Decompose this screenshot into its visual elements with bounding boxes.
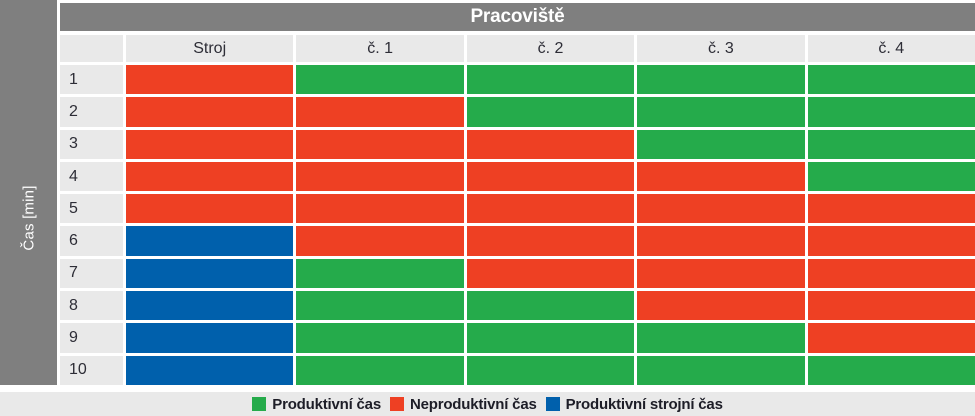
row-label-4: 4 [60, 161, 123, 192]
grid-cell-nonproductive [466, 129, 635, 159]
row-label-3: 3 [60, 129, 123, 159]
legend-swatch-nonproductive [389, 397, 404, 411]
grid-cell-nonproductive [296, 161, 464, 192]
grid-cell-machine-productive [126, 355, 294, 385]
grid-cell-productive [637, 323, 805, 353]
table-title-band: Pracoviště [60, 3, 975, 31]
row-label-1: 1 [60, 65, 123, 95]
grid-cell-productive [466, 65, 635, 95]
grid-cell-productive [296, 355, 464, 385]
grid-cell-productive [296, 291, 464, 321]
legend-label-machine-productive: Produktivní strojní čas [565, 395, 723, 413]
grid-cell-nonproductive [126, 97, 294, 127]
grid-cell-nonproductive [807, 291, 975, 321]
y-axis-strip: Čas [min] [0, 0, 57, 385]
grid-cell-productive [807, 129, 975, 159]
legend-item-productive: Produktivní čas [252, 396, 381, 413]
grid-cell-nonproductive [296, 97, 464, 127]
legend-item-machine-productive: Produktivní strojní čas [545, 395, 723, 413]
grid-cell-nonproductive [807, 226, 975, 256]
grid-cell-nonproductive [466, 194, 635, 224]
grid-cell-nonproductive [637, 194, 805, 224]
corner-cell [60, 35, 123, 62]
column-header-3: č. 3 [637, 35, 805, 62]
legend-item-nonproductive: Neproduktivní čas [389, 395, 537, 413]
grid-cell-productive [466, 323, 635, 353]
column-header-stroj: Stroj [126, 35, 294, 62]
table-title: Pracoviště [470, 6, 565, 27]
row-label-7: 7 [60, 258, 123, 289]
grid-cell-productive [637, 129, 805, 159]
grid-cell-productive [807, 97, 975, 127]
workplace-grid: Stroj č. 1 č. 2 č. 3 č. 4 1 2 3 4 5 6 7 8 9 10 [60, 35, 975, 385]
grid-cell-nonproductive [807, 194, 975, 224]
grid-cell-nonproductive [466, 258, 635, 289]
column-header-2: č. 2 [466, 35, 635, 62]
legend-swatch-machine-productive [545, 397, 560, 411]
grid-cell-nonproductive [296, 194, 464, 224]
y-axis-label: Čas [min] [20, 185, 37, 251]
grid-cell-productive [466, 355, 635, 385]
row-label-5: 5 [60, 194, 123, 224]
grid-cell-nonproductive [126, 194, 294, 224]
grid-cell-productive [296, 323, 464, 353]
grid-cell-nonproductive [126, 161, 294, 192]
column-header-4: č. 4 [807, 35, 975, 62]
grid-cell-machine-productive [126, 291, 294, 321]
grid-cell-nonproductive [637, 291, 805, 321]
legend: Produktivní čas Neproduktivní čas Produkti… [0, 392, 975, 416]
grid-cell-nonproductive [466, 226, 635, 256]
grid-cell-nonproductive [126, 129, 294, 159]
grid-cell-nonproductive [637, 226, 805, 256]
grid-cell-machine-productive [126, 226, 294, 256]
grid-cell-nonproductive [637, 258, 805, 289]
row-label-10: 10 [60, 355, 123, 385]
grid-cell-productive [296, 258, 464, 289]
legend-swatch-productive [252, 397, 267, 411]
grid-cell-productive [807, 355, 975, 385]
grid-cell-productive [296, 65, 464, 95]
legend-label-productive: Produktivní čas [272, 395, 381, 413]
grid-cell-productive [637, 65, 805, 95]
row-label-8: 8 [60, 291, 123, 321]
grid-cell-productive [637, 355, 805, 385]
grid-cell-nonproductive [296, 129, 464, 159]
row-label-2: 2 [60, 97, 123, 127]
grid-cell-productive [466, 97, 635, 127]
grid-cell-nonproductive [126, 65, 294, 95]
grid-cell-productive [807, 65, 975, 95]
grid-cell-nonproductive [296, 226, 464, 256]
row-label-6: 6 [60, 226, 123, 256]
row-label-9: 9 [60, 323, 123, 353]
grid-cell-nonproductive [807, 258, 975, 289]
grid-cell-nonproductive [637, 161, 805, 192]
grid-cell-productive [466, 291, 635, 321]
grid-cell-nonproductive [807, 323, 975, 353]
column-header-1: č. 1 [296, 35, 464, 62]
grid-cell-nonproductive [466, 161, 635, 192]
grid-cell-machine-productive [126, 258, 294, 289]
grid-cell-productive [807, 161, 975, 192]
legend-label-nonproductive: Neproduktivní čas [409, 395, 537, 413]
grid-cell-machine-productive [126, 323, 294, 353]
grid-cell-productive [637, 97, 805, 127]
